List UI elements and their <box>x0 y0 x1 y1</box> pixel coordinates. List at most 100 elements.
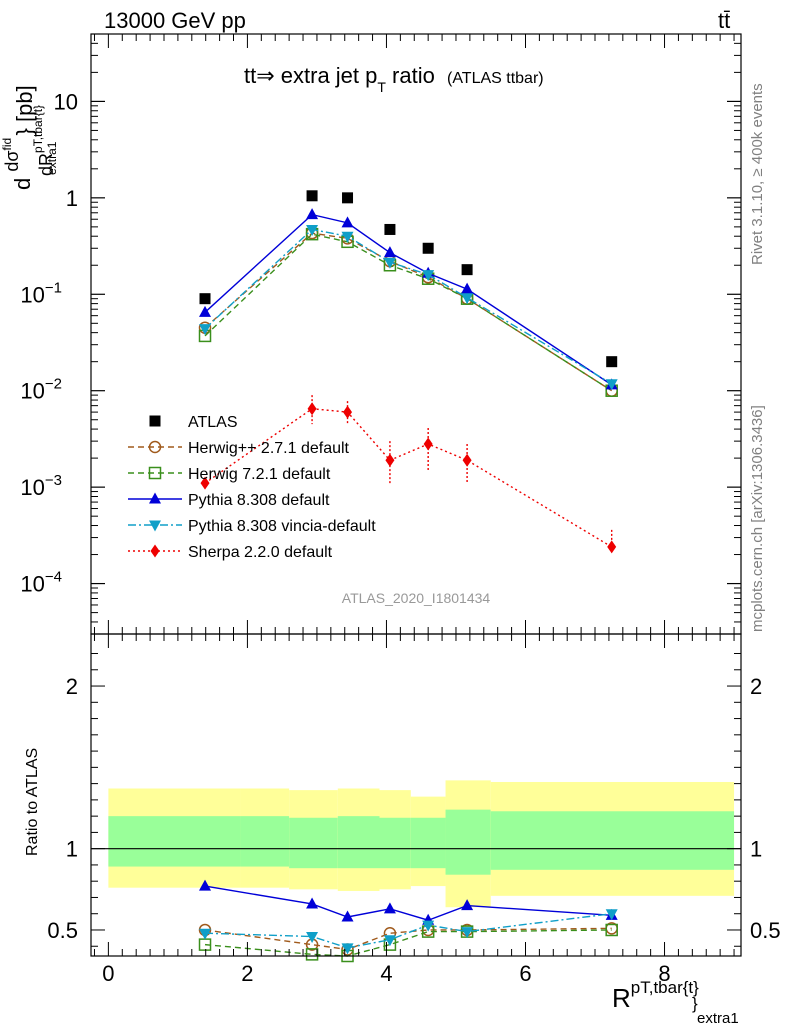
legend-item: Sherpa 2.2.0 default <box>128 544 333 561</box>
main-y-tick-exp: −1 <box>45 279 62 296</box>
ratio-inner-band <box>240 816 290 867</box>
main-y-label-d: d <box>10 178 35 190</box>
mcplots-label: mcplots.cern.ch [arXiv:1306.3436] <box>749 405 766 632</box>
legend-marker <box>149 492 161 504</box>
data-point <box>200 476 210 490</box>
main-y-label-dR-sub: extra1 <box>45 141 59 175</box>
ratio-data-point <box>341 910 354 922</box>
main-y-label-dR: dR <box>36 153 56 176</box>
data-point <box>605 379 618 391</box>
ratio-data-point <box>461 927 474 939</box>
ratio-series-pythia-8-308-vincia-default <box>199 909 618 955</box>
main-y-tick-base: 10 <box>20 475 44 500</box>
main-y-label-sigma: dσ <box>2 151 22 172</box>
main-x-ticks <box>93 34 735 634</box>
legend-marker <box>149 415 161 427</box>
ratio-uncertainty-bands <box>108 780 735 908</box>
legend-marker <box>149 520 161 532</box>
data-point <box>306 190 318 202</box>
ratio-data-point <box>341 943 354 955</box>
main-y-tick-label: 10−3 <box>20 472 62 500</box>
ratio-x-ticks: 0 2 4 6 8 <box>93 634 735 986</box>
plot-title: tt⇒ extra jet pT ratio (ATLAS ttbar) <box>244 63 544 95</box>
ratio-data-point <box>461 899 474 911</box>
ratio-series-line <box>204 929 612 957</box>
ratio-data-point <box>306 897 319 909</box>
plot-title-sub: T <box>377 79 386 95</box>
data-point <box>461 264 473 276</box>
data-point <box>461 282 474 294</box>
ratio-x-label-tail: } <box>692 994 698 1013</box>
data-point <box>199 324 212 336</box>
ratio-x-tick-label: 6 <box>519 961 531 986</box>
ratio-y-tick-label-right: 1 <box>750 837 762 862</box>
legend-marker <box>148 466 162 480</box>
energy-label: 13000 GeV pp <box>104 8 246 33</box>
main-y-tick-exp: −4 <box>45 569 62 586</box>
main-y-tick-base: 10 <box>20 572 44 597</box>
ratio-plot-frame <box>90 633 742 957</box>
ratio-x-label: RpT,tbar{t} extra1} <box>612 978 739 1024</box>
ratio-inner-band <box>379 817 411 869</box>
main-y-tick-label: 1 <box>66 186 78 211</box>
ratio-y-ticks: 0.5 0.5 1 1 2 2 <box>47 653 781 947</box>
main-series-layer <box>198 190 618 554</box>
main-y-label-fid: fid <box>0 138 14 151</box>
data-point <box>385 453 395 467</box>
data-point <box>384 223 396 235</box>
legend-marker <box>148 440 162 454</box>
data-point <box>199 305 212 317</box>
series-atlas <box>199 190 618 368</box>
series-sherpa-2-2-0-default <box>200 395 617 554</box>
legend-item: Herwig++ 2.7.1 default <box>128 440 350 457</box>
ratio-data-point <box>199 928 212 940</box>
plot-title-main: tt⇒ extra jet p <box>244 63 377 88</box>
ratio-inner-band <box>108 816 241 867</box>
ratio-x-label-sub: extra1 <box>697 1010 739 1024</box>
data-point <box>422 242 434 254</box>
legend-label: Pythia 8.308 vincia-default <box>188 518 376 535</box>
legend-label: Herwig++ 2.7.1 default <box>188 440 350 457</box>
series-pythia-8-308-default <box>199 208 618 390</box>
ratio-data-point <box>605 923 618 937</box>
ratio-data-point <box>383 902 396 914</box>
legend-item: Pythia 8.308 default <box>128 492 330 509</box>
main-y-tick-label: 10−4 <box>20 569 62 597</box>
ratio-inner-band <box>337 816 380 869</box>
ratio-inner-band <box>490 811 735 870</box>
ratio-plot: 0.5 0.5 1 1 2 2 0 2 4 6 8 Ratio to ATLAS RpT,tbar… <box>24 633 781 1024</box>
ratio-series-pythia-8-308-default <box>199 879 618 925</box>
ratio-y-tick-label: 1 <box>66 837 78 862</box>
ratio-inner-band <box>289 817 338 869</box>
series-line <box>204 233 613 392</box>
main-y-tick-base: 1 <box>66 186 78 211</box>
ratio-data-point <box>305 948 319 961</box>
rivet-label: Rivet 3.1.10, ≥ 400k events <box>749 83 766 265</box>
ratio-y-tick-label: 2 <box>66 674 78 699</box>
plot-title-tail: ratio <box>386 63 435 88</box>
main-y-label-units: } [pb] <box>12 85 37 135</box>
main-y-tick-base: 10 <box>54 89 78 114</box>
ratio-series-layer <box>198 879 618 963</box>
ratio-data-point <box>422 920 435 932</box>
ratio-inner-band <box>445 809 491 875</box>
series-herwig-7-2-1-default <box>198 227 618 397</box>
legend: ATLAS Herwig++ 2.7.1 default Herwig 7.2.1 … <box>128 414 376 561</box>
ratio-x-label-base: R <box>612 983 631 1013</box>
data-point <box>343 405 353 419</box>
ratio-series-herwig-2-7-1-default <box>198 922 618 956</box>
data-point <box>422 270 435 282</box>
ratio-x-tick-label: 4 <box>380 961 392 986</box>
series-line <box>204 213 613 386</box>
data-point <box>606 356 618 368</box>
process-label: tt̄ <box>718 8 730 33</box>
main-y-tick-exp: −3 <box>45 472 62 489</box>
ratio-y-tick-label: 0.5 <box>47 918 78 943</box>
legend-item: ATLAS <box>149 414 238 431</box>
ratio-data-point <box>605 909 618 921</box>
series-herwig-2-7-1-default <box>198 226 618 397</box>
ratio-series-line <box>204 913 612 949</box>
main-y-tick-base: 10 <box>20 379 44 404</box>
data-point <box>306 224 319 236</box>
